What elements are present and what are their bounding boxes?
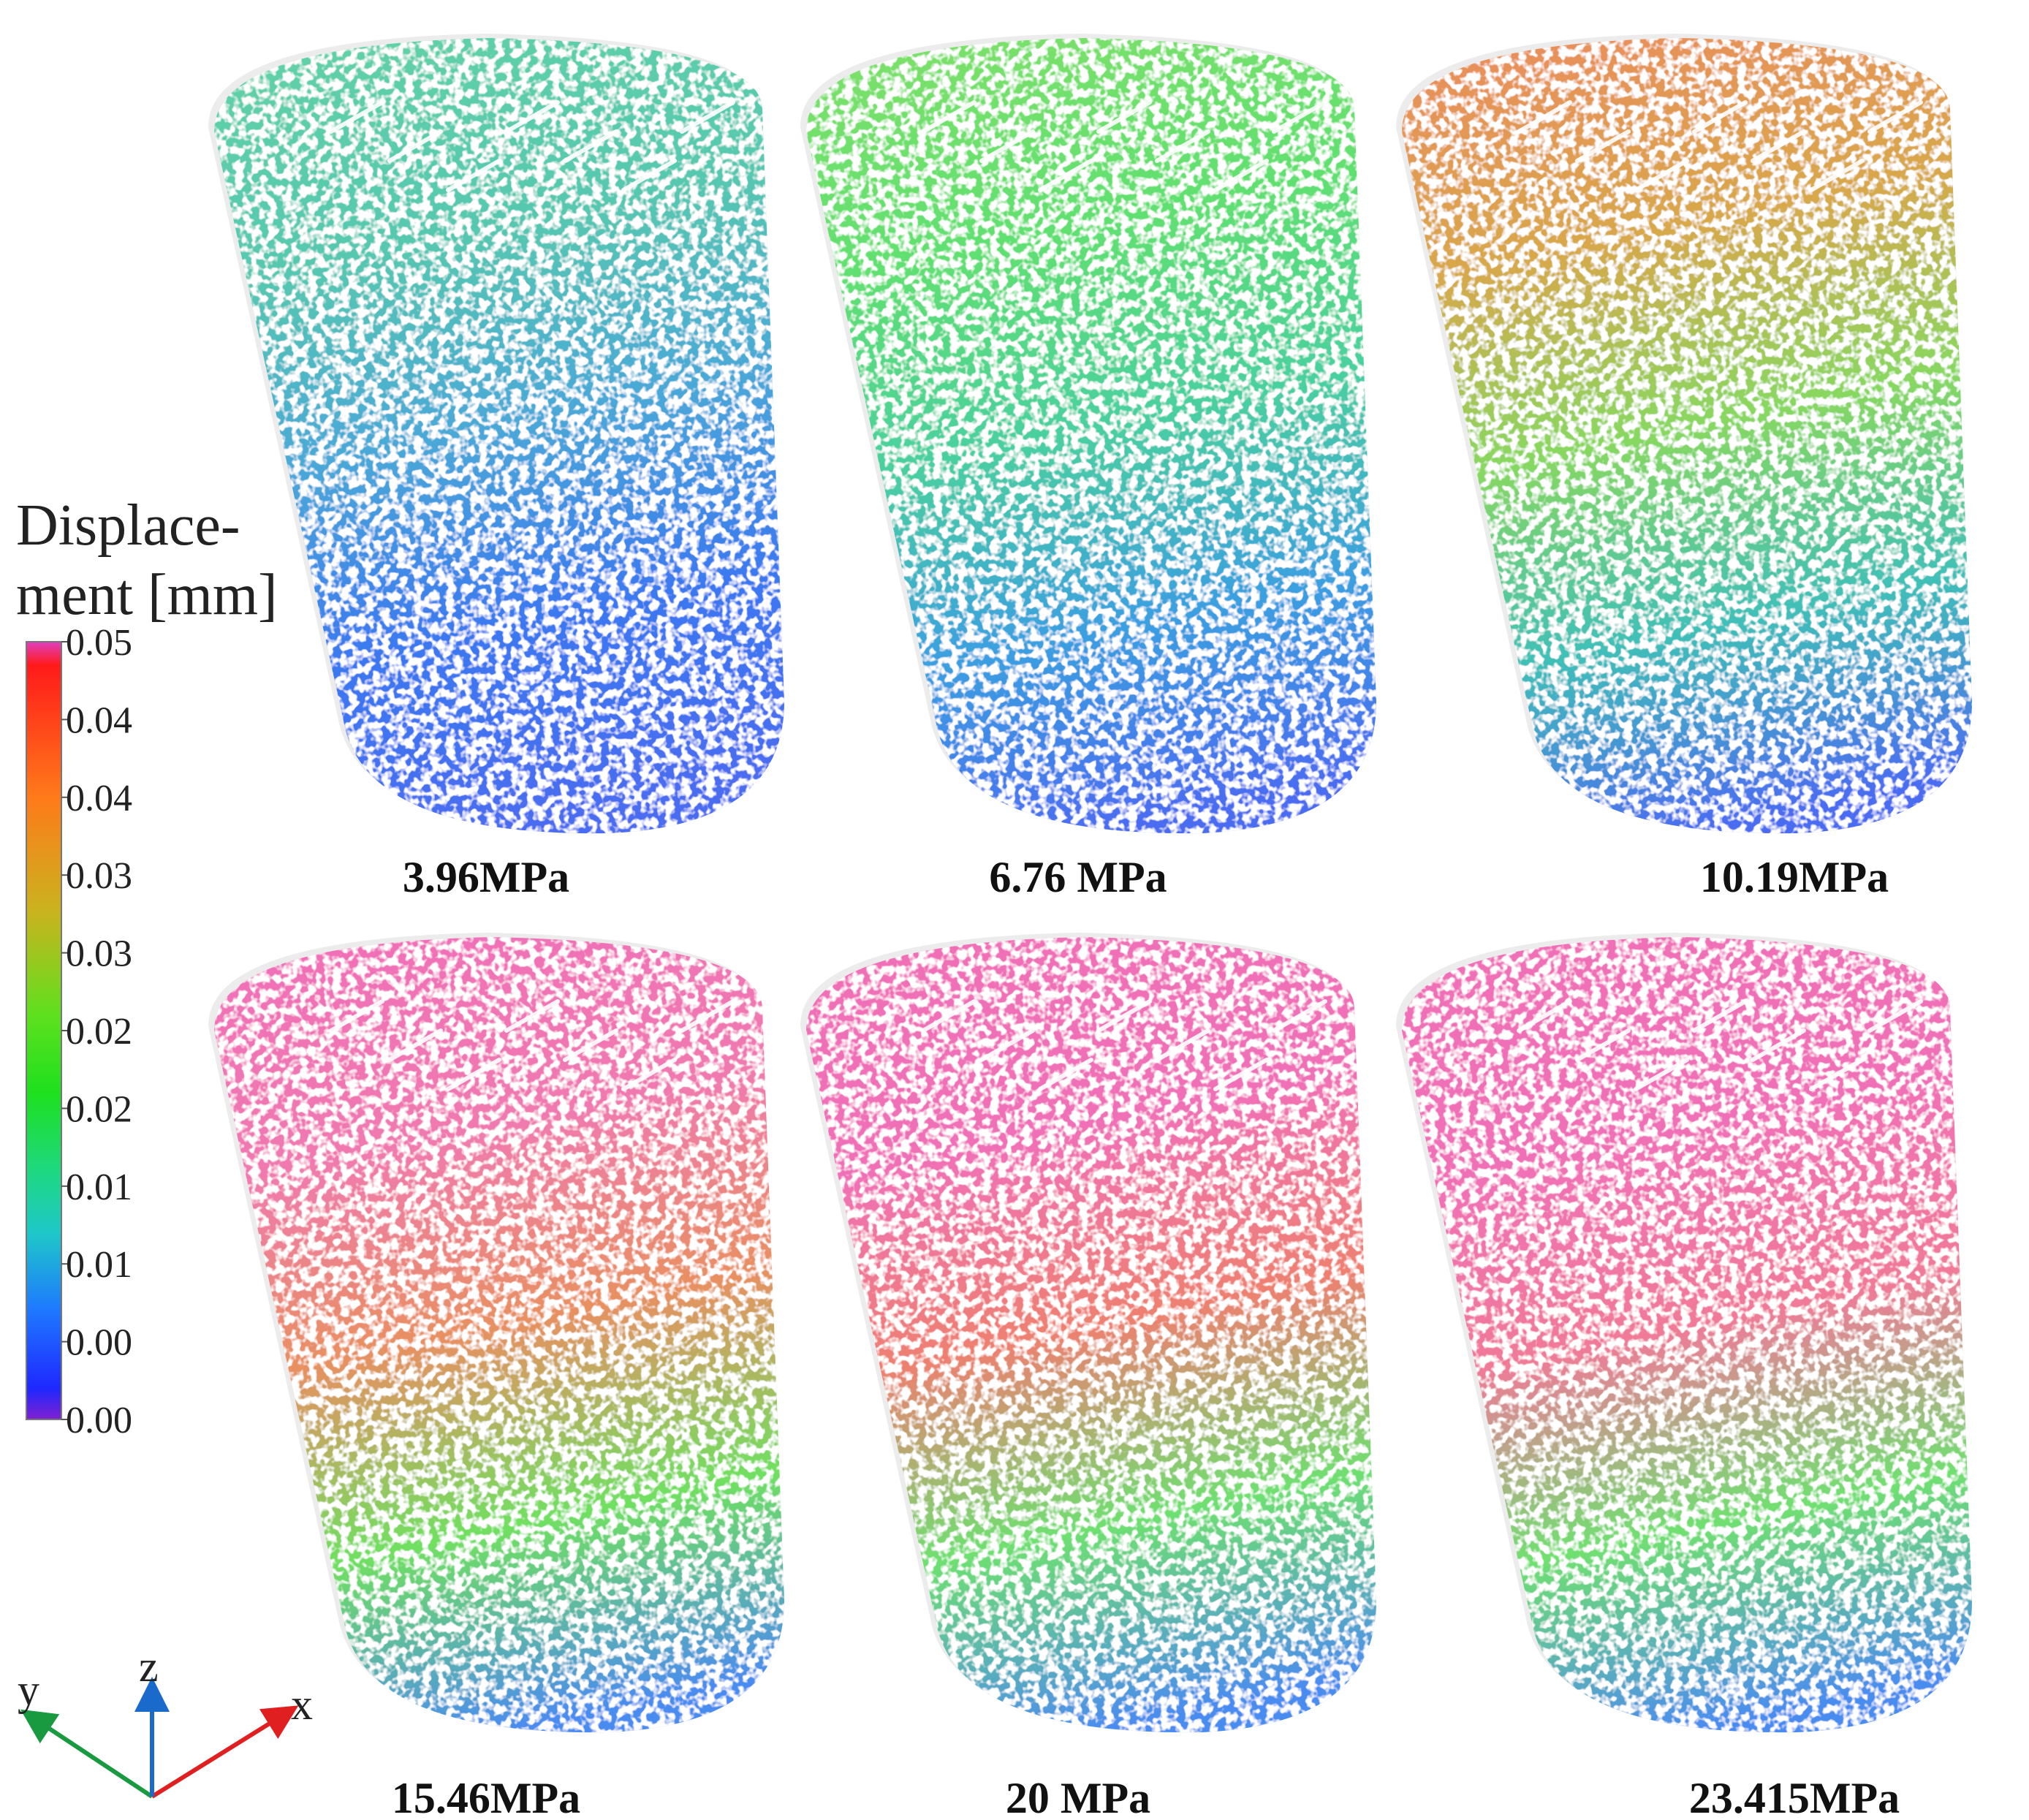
crack-streak (921, 999, 976, 1033)
panel-stress-label: 6.76 MPa (989, 853, 1167, 901)
crack-streak (1751, 129, 1806, 163)
colorbar-tick-label: 0.02 (66, 1011, 132, 1053)
y-axis-arrow (20, 1709, 153, 1799)
colorbar-tick-label: 0.01 (66, 1244, 132, 1286)
crack-streak (1634, 1058, 1689, 1091)
panel-stress-label: 15.46MPa (392, 1774, 580, 1820)
crack-streak (1692, 100, 1748, 134)
panel-stress-label: 3.96MPa (403, 853, 569, 901)
colorbar-tick-label: 0.00 (66, 1400, 132, 1441)
crack-streak (1038, 1058, 1093, 1091)
crack-streak (504, 100, 560, 134)
displacement-field (214, 38, 784, 834)
x-axis-label: x (291, 1680, 313, 1729)
displacement-panels: 3.96MPa 6.76 MPa 10.19MPa 15.46MPa 20 MPa 23.… (208, 34, 1972, 1820)
crack-streak (1155, 129, 1210, 163)
crack-streak (1809, 159, 1865, 192)
panel-stress-label: 23.415MPa (1689, 1774, 1900, 1820)
crack-streak (1096, 999, 1152, 1033)
crack-streak (680, 100, 735, 134)
crack-streak (563, 129, 618, 163)
crack-streak (504, 999, 560, 1033)
panel-6: 23.415MPa (1396, 933, 1972, 1820)
legend-title-line1: Displace- (16, 493, 240, 558)
colorbar (26, 641, 62, 1420)
crack-streak (1575, 129, 1631, 163)
crack-streak (446, 159, 501, 192)
panel-stress-label: 20 MPa (1006, 1774, 1150, 1820)
crack-streak (1213, 159, 1269, 192)
panel-5: 20 MPa (800, 933, 1376, 1820)
coordinate-axes: x y z (18, 1642, 313, 1799)
crack-streak (329, 999, 384, 1033)
panel-stress-label: 10.19MPa (1700, 853, 1889, 901)
crack-streak (387, 129, 443, 163)
displacement-field (806, 38, 1376, 834)
crack-streak (1272, 100, 1327, 134)
crack-streak (1517, 999, 1572, 1033)
colorbar-legend: Displace- ment [mm] 0.05 0.04 0.04 0.03 0.03… (16, 493, 278, 1441)
crack-streak (329, 100, 384, 134)
crack-streak (621, 159, 677, 192)
crack-streak (1038, 159, 1093, 192)
crack-streak (1272, 999, 1327, 1033)
colorbar-tick-label: 0.00 (66, 1322, 132, 1364)
colorbar-tick-label: 0.04 (66, 778, 132, 819)
displacement-field (1402, 38, 1972, 834)
panel-3: 10.19MPa (1396, 34, 1972, 901)
panel-2: 6.76 MPa (800, 34, 1376, 901)
crack-streak (621, 1058, 677, 1091)
colorbar-tick-label: 0.01 (66, 1167, 132, 1208)
crack-streak (563, 1028, 618, 1062)
colorbar-tick-label: 0.02 (66, 1088, 132, 1130)
displacement-field (214, 937, 784, 1733)
displacement-field (1402, 937, 1972, 1733)
panel-4: 15.46MPa (208, 933, 784, 1820)
crack-streak (1575, 1028, 1631, 1062)
crack-streak (979, 1028, 1035, 1062)
legend-title-line2: ment [mm] (16, 563, 278, 627)
crack-streak (1213, 1058, 1269, 1091)
crack-streak (680, 999, 735, 1033)
colorbar-tick-label: 0.03 (66, 855, 132, 897)
crack-streak (1692, 999, 1748, 1033)
x-axis-arrow (151, 1705, 299, 1799)
y-axis-label: y (18, 1666, 39, 1714)
colorbar-tick-label: 0.03 (66, 933, 132, 975)
crack-streak (446, 1058, 501, 1091)
crack-streak (921, 100, 976, 134)
panel-1: 3.96MPa (208, 34, 784, 901)
colorbar-tick-label: 0.05 (66, 622, 132, 664)
displacement-field (806, 937, 1376, 1733)
crack-streak (1634, 159, 1689, 192)
crack-streak (1809, 1058, 1865, 1091)
crack-streak (1867, 100, 1923, 134)
z-axis-label: z (139, 1642, 159, 1691)
crack-streak (979, 129, 1035, 163)
crack-streak (1751, 1028, 1806, 1062)
colorbar-tick-label: 0.04 (66, 699, 132, 741)
colorbar-ticks: 0.05 0.04 0.04 0.03 0.03 0.02 0.02 0.01 0.01 0.00… (61, 622, 132, 1441)
crack-streak (1096, 100, 1152, 134)
crack-streak (1155, 1028, 1210, 1062)
crack-streak (1517, 100, 1572, 134)
crack-streak (1867, 999, 1923, 1033)
crack-streak (387, 1028, 443, 1062)
